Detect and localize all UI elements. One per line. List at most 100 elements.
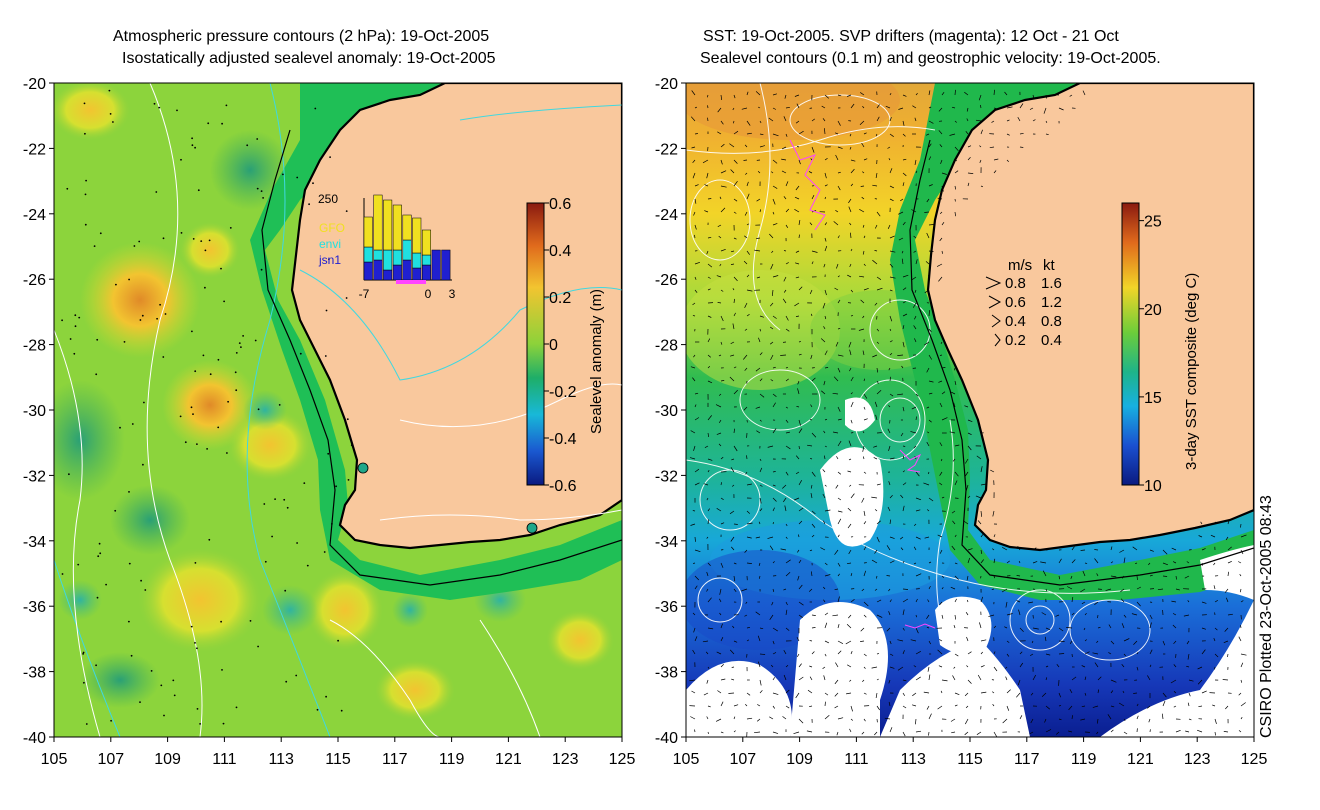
velocity-arrow (953, 402, 956, 408)
velocity-arrow (824, 562, 828, 566)
velocity-arrow (980, 129, 983, 135)
velocity-arrow (746, 522, 753, 525)
velocity-arrow (837, 354, 844, 357)
track-dot (196, 708, 199, 710)
track-dot (229, 227, 232, 229)
velocity-arrow (720, 482, 722, 486)
velocity-arrow (873, 445, 878, 448)
velocity-arrow (707, 666, 710, 669)
velocity-arrow (1110, 705, 1115, 708)
pressure-contour (479, 619, 541, 737)
velocity-arrow (990, 469, 995, 473)
velocity-arrow (1162, 575, 1168, 577)
velocity-arrow (923, 691, 930, 694)
velocity-arrow (859, 208, 865, 213)
velocity-arrow (744, 302, 748, 308)
velocity-arrow (1006, 106, 1013, 109)
velocity-arrow (1187, 653, 1190, 660)
velocity-arrow (954, 614, 957, 620)
velocity-arrow (707, 597, 712, 603)
velocity-arrow (690, 716, 696, 720)
track-dot (257, 645, 259, 648)
velocity-arrow (941, 575, 945, 579)
velocity-arrow (720, 456, 724, 460)
track-dot (82, 653, 84, 655)
velocity-arrow (759, 690, 763, 694)
velocity-arrow (1239, 588, 1242, 593)
track-dot (192, 413, 194, 415)
track-dot (138, 240, 141, 243)
velocity-arrow (772, 484, 776, 487)
velocity-arrow (993, 170, 997, 174)
velocity-arrow (888, 158, 891, 161)
velocity-arrow (797, 388, 800, 395)
velocity-arrow (823, 430, 826, 434)
velocity-arrow (1123, 638, 1130, 642)
velocity-arrow (902, 588, 909, 590)
velocity-arrow (876, 380, 879, 384)
velocity-arrow (772, 521, 775, 525)
velocity-arrow (733, 94, 736, 99)
velocity-arrow (706, 716, 709, 720)
velocity-arrow (733, 640, 738, 643)
velocity-arrow (769, 716, 774, 720)
velocity-arrow (785, 536, 788, 539)
velocity-arrow (745, 471, 748, 475)
sst-colorbar-tick-label: 25 (1144, 214, 1162, 231)
velocity-arrow (876, 367, 879, 373)
velocity-arrow (876, 389, 882, 395)
track-dot (312, 182, 314, 185)
velocity-arrow (937, 534, 943, 538)
velocity-arrow (964, 91, 969, 96)
velocity-arrow (902, 692, 905, 696)
velocity-arrow (728, 692, 735, 694)
velocity-arrow (1045, 120, 1048, 124)
velocity-arrow (1041, 612, 1047, 616)
velocity-arrow (964, 458, 969, 464)
velocity-arrow (798, 601, 804, 606)
velocity-arrow (822, 666, 826, 669)
velocity-arrow (733, 211, 737, 214)
velocity-arrow (729, 354, 735, 357)
velocity-arrow (810, 313, 813, 317)
left-title-line2: Isostatically adjusted sealevel anomaly:… (122, 50, 496, 67)
velocity-arrow (927, 431, 930, 434)
velocity-arrow (967, 157, 971, 161)
velocity-arrow (862, 350, 865, 356)
velocity-arrow (1045, 665, 1049, 668)
velocity-arrow (837, 596, 840, 603)
track-dot (235, 352, 238, 354)
velocity-arrow (1097, 676, 1102, 681)
velocity-arrow (784, 94, 787, 99)
velocity-arrow (798, 520, 803, 525)
velocity-arrow (745, 601, 748, 604)
velocity-arrow (849, 367, 852, 372)
velocity-arrow (967, 679, 972, 684)
velocity-arrow (1017, 117, 1021, 122)
velocity-arrow (1149, 574, 1153, 577)
pressure-contour (54, 329, 101, 737)
velocity-arrow (979, 159, 982, 163)
velocity-arrow (1041, 692, 1047, 698)
velocity-arrow (915, 536, 921, 540)
velocity-arrow (847, 274, 852, 278)
velocity-arrow (967, 172, 974, 174)
velocity-arrow (1110, 690, 1114, 694)
velocity-arrow (861, 142, 865, 148)
velocity-arrow (1186, 640, 1190, 645)
velocity-arrow (1213, 638, 1216, 642)
velocity-arrow (1018, 609, 1021, 616)
velocity-arrow (902, 158, 907, 161)
velocity-arrow (912, 105, 917, 109)
velocity-arrow (837, 497, 842, 501)
velocity-arrow (941, 679, 948, 682)
velocity-arrow (694, 468, 700, 473)
velocity-arrow (772, 428, 777, 434)
velocity-arrow (876, 614, 883, 618)
velocity-arrow (1005, 601, 1008, 608)
velocity-arrow (940, 159, 943, 165)
velocity-arrow (811, 432, 817, 438)
velocity-arrow (964, 471, 969, 477)
sealevel-contours (686, 83, 1151, 661)
inset-chart: 250 GFO envi jsn1 -7 0 3 (318, 192, 456, 301)
